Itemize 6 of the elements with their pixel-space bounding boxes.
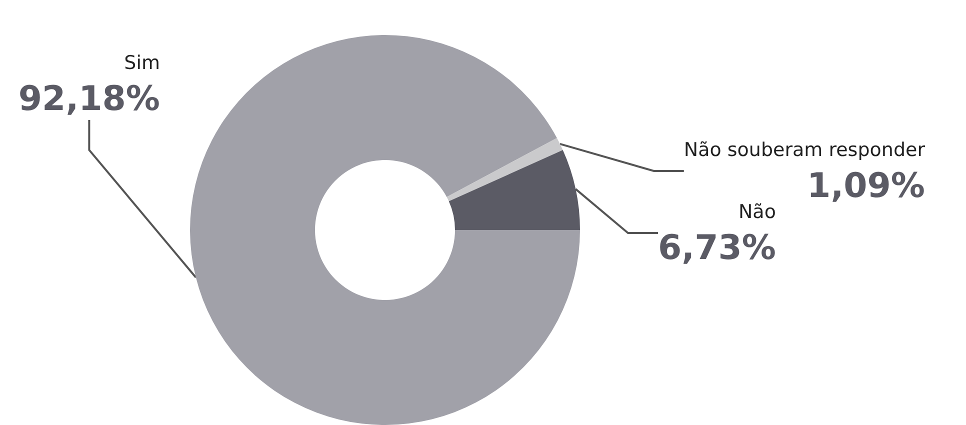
data-label: 6,73% bbox=[658, 228, 776, 268]
slice-label: Não souberam responder bbox=[684, 139, 926, 161]
data-label: 1,09% bbox=[807, 166, 925, 206]
slice-label: Sim bbox=[124, 52, 160, 74]
slice-label: Não bbox=[738, 201, 776, 223]
data-label: 92,18% bbox=[18, 79, 160, 119]
